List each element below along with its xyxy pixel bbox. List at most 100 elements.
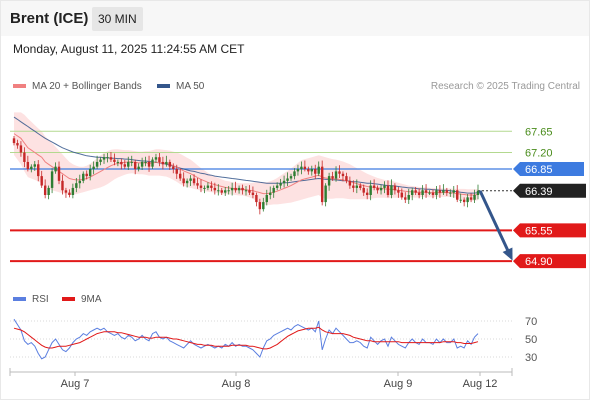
rsi-tick-0: 70 — [525, 316, 537, 328]
candle-body-99 — [355, 185, 359, 188]
candle-body-6 — [33, 164, 36, 167]
candle-body-104 — [372, 185, 376, 188]
ma50-swatch — [157, 84, 170, 89]
candle-body-82 — [296, 169, 300, 172]
candle-body-9 — [43, 185, 47, 195]
candle-body-68 — [248, 190, 251, 193]
candle-body-58 — [213, 187, 217, 191]
candle-body-29 — [113, 159, 116, 162]
rsi-line — [13, 318, 479, 360]
candle-body-53 — [196, 183, 199, 186]
legend-rsi: RSI — [13, 294, 49, 305]
time-label-0: Aug 7 — [61, 378, 90, 390]
candle-body-41 — [154, 157, 158, 160]
interval-button[interactable]: 30 MIN — [92, 7, 143, 31]
time-label-2: Aug 9 — [384, 378, 413, 390]
candle-body-87 — [314, 169, 317, 174]
candle-body-12 — [54, 166, 57, 172]
candle-body-16 — [68, 192, 71, 195]
candle-body-92 — [331, 176, 334, 179]
candle-body-26 — [102, 157, 106, 160]
timestamp: Monday, August 11, 2025 11:24:55 AM CET — [13, 42, 245, 56]
ma20-swatch — [13, 84, 26, 89]
candle-body-134 — [476, 190, 480, 195]
candle-body-10 — [47, 187, 50, 195]
candle-body-25 — [99, 159, 102, 162]
candle-body-95 — [341, 173, 345, 177]
candle-body-15 — [64, 190, 68, 193]
candle-body-81 — [293, 171, 296, 177]
bollinger-band — [14, 112, 478, 205]
candle-body-69 — [251, 192, 255, 195]
candle-body-24 — [95, 161, 99, 167]
candle-body-80 — [289, 176, 293, 179]
candle-body-61 — [224, 190, 227, 193]
candle-body-56 — [206, 185, 210, 188]
candle-body-83 — [300, 166, 303, 170]
candle-body-67 — [244, 190, 248, 192]
candle-body-76 — [275, 185, 279, 188]
candle-body-7 — [37, 164, 40, 177]
rsi-ma-swatch — [62, 297, 75, 302]
candle-body-109 — [390, 185, 393, 195]
rsi-tick-1: 50 — [525, 334, 537, 346]
level-label-4: 65.55 — [525, 225, 553, 237]
candle-body-119 — [424, 190, 428, 193]
candle-body-23 — [92, 166, 95, 170]
legend-rsi-label: RSI — [32, 294, 49, 305]
candle-body-34 — [130, 161, 133, 163]
candle-body-39 — [147, 161, 151, 167]
candle-body-90 — [324, 185, 327, 203]
candle-body-118 — [421, 190, 424, 195]
candle-body-128 — [456, 190, 459, 200]
candle-body-28 — [109, 157, 113, 160]
candle-body-59 — [217, 190, 220, 192]
candle-body-3 — [23, 152, 26, 162]
candle-body-91 — [327, 176, 331, 186]
time-label-3: Aug 12 — [463, 378, 498, 390]
level-label-5: 64.90 — [525, 256, 553, 268]
candle-body-131 — [466, 197, 469, 203]
level-tag-5 — [513, 254, 586, 269]
candle-body-50 — [185, 180, 189, 184]
candle-body-43 — [161, 161, 165, 165]
candle-body-121 — [431, 192, 435, 195]
copyright: Research © 2025 Trading Central — [430, 81, 580, 92]
level-label-0: 67.65 — [525, 126, 553, 138]
candle-body-18 — [75, 183, 78, 188]
candle-body-78 — [282, 180, 286, 184]
candle-body-112 — [400, 192, 404, 198]
level-tag-4 — [513, 223, 586, 238]
candle-body-8 — [40, 176, 43, 186]
candle-body-21 — [85, 173, 88, 177]
candle-body-108 — [386, 185, 390, 195]
candle-body-20 — [82, 173, 85, 181]
candle-body-84 — [303, 166, 307, 170]
candle-body-2 — [19, 145, 23, 153]
candle-body-103 — [369, 185, 372, 195]
candle-body-19 — [78, 180, 82, 184]
candle-body-106 — [379, 187, 383, 191]
candle-body-11 — [50, 171, 54, 188]
candle-body-117 — [417, 192, 421, 195]
candle-body-33 — [127, 161, 130, 167]
candle-body-48 — [178, 173, 182, 179]
candle-body-127 — [452, 190, 455, 193]
candle-body-4 — [26, 161, 30, 170]
candle-body-130 — [462, 199, 466, 203]
candle-body-5 — [30, 166, 33, 170]
legend-ma20: MA 20 + Bollinger Bands — [13, 81, 142, 92]
candle-body-77 — [279, 183, 282, 186]
rsi-tick-2: 30 — [525, 352, 537, 364]
candle-body-37 — [140, 161, 144, 167]
candle-body-89 — [320, 166, 324, 203]
candle-body-1 — [16, 143, 19, 146]
candle-body-98 — [352, 185, 355, 188]
candle-body-31 — [120, 161, 123, 165]
legend-ma50-label: MA 50 — [176, 81, 205, 92]
candle-body-45 — [168, 161, 172, 167]
candle-body-93 — [334, 171, 338, 179]
candle-body-74 — [269, 192, 272, 195]
candle-body-73 — [265, 195, 268, 203]
time-label-1: Aug 8 — [222, 378, 251, 390]
